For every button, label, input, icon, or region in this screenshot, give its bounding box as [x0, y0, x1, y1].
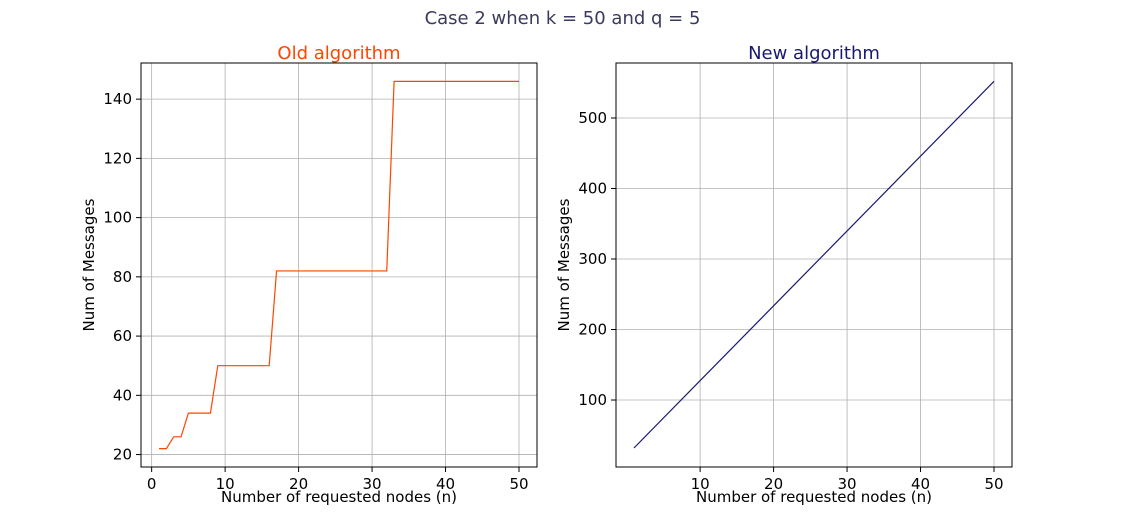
chart-2-y-tick-label: 300: [578, 250, 607, 268]
chart-1-data-point: [466, 80, 469, 83]
chart-1-data-point: [253, 364, 256, 367]
chart-1-data-point: [290, 269, 293, 272]
chart-1-data-point: [275, 269, 278, 272]
chart-1-data-point: [341, 269, 344, 272]
chart-1-data-point: [216, 364, 219, 367]
chart-1-data-point: [429, 80, 432, 83]
chart-1-y-tick-label: 80: [113, 268, 132, 286]
chart-1-data-point: [422, 80, 425, 83]
chart-2-y-tick-label: 400: [578, 180, 607, 198]
chart-1-series-line: [159, 80, 519, 450]
chart-1-title: Old algorithm: [277, 43, 400, 64]
chart-2-y-tick-label: 500: [578, 109, 607, 127]
chart-1-data-point: [268, 364, 271, 367]
chart-1-x-tick-label: 10: [216, 475, 235, 493]
chart-1-data-point: [393, 80, 396, 83]
chart-1-data-point: [231, 364, 234, 367]
chart-1-data-point: [363, 269, 366, 272]
chart-2-y-tick-label: 100: [578, 391, 607, 409]
chart-1-x-tick-label: 0: [147, 475, 157, 493]
chart-1-y-tick-label: 120: [103, 149, 132, 167]
chart-1-data-point: [503, 80, 506, 83]
chart-1-x-tick-label: 30: [363, 475, 382, 493]
chart-1-data-point: [334, 269, 337, 272]
chart-2-y-tick-label: 200: [578, 321, 607, 339]
chart-2-x-tick-label: 30: [838, 475, 857, 493]
chart-1-data-point: [481, 80, 484, 83]
chart-1-data-point: [238, 364, 241, 367]
chart-1-data-point: [246, 364, 249, 367]
chart-1-x-tick-label: 50: [509, 475, 528, 493]
chart-1-data-point: [488, 80, 491, 83]
chart-1-data-point: [165, 447, 168, 450]
chart-1-data-point: [356, 269, 359, 272]
chart-1-y-tick-label: 60: [113, 327, 132, 345]
chart-2-x-tick-label: 40: [911, 475, 930, 493]
chart-2-plot-frame: [615, 62, 1013, 468]
chart-1-data-point: [304, 269, 307, 272]
chart-1-data-point: [180, 435, 183, 438]
chart-1-data-point: [459, 80, 462, 83]
chart-1-plot-frame: [140, 62, 538, 468]
chart-1-data-point: [326, 269, 329, 272]
chart-2-y-axis-label: Num of Messages: [555, 198, 573, 331]
chart-2-x-axis-label: Number of requested nodes (n): [696, 488, 932, 506]
chart-1-data-point: [400, 80, 403, 83]
chart-2-x-tick-label: 50: [984, 475, 1003, 493]
chart-1-data-point: [385, 269, 388, 272]
chart-2-data-point: [993, 80, 996, 83]
chart-1-data-point: [473, 80, 476, 83]
chart-1-data-point: [209, 412, 212, 415]
chart-1-x-tick-label: 20: [289, 475, 308, 493]
chart-1-data-point: [378, 269, 381, 272]
chart-2-series-line: [633, 80, 995, 449]
chart-1-x-tick-label: 40: [436, 475, 455, 493]
chart-1-data-point: [495, 80, 498, 83]
chart-1-y-tick-label: 140: [103, 90, 132, 108]
chart-1-data-point: [187, 412, 190, 415]
chart-1-data-point: [282, 269, 285, 272]
chart-1-data-point: [297, 269, 300, 272]
chart-2-data-point: [633, 446, 636, 449]
chart-1-data-point: [444, 80, 447, 83]
chart-1-data-point: [371, 269, 374, 272]
chart-1-data-point: [437, 80, 440, 83]
chart-1-y-tick-label: 40: [113, 386, 132, 404]
chart-1-data-point: [202, 412, 205, 415]
chart-1-y-axis-label: Num of Messages: [80, 198, 98, 331]
chart-1-data-point: [451, 80, 454, 83]
chart-1-data-point: [510, 80, 513, 83]
chart-1-data-point: [260, 364, 263, 367]
chart-2-x-tick-label: 10: [691, 475, 710, 493]
chart-1-data-point: [194, 412, 197, 415]
chart-1-x-axis-label: Number of requested nodes (n): [221, 488, 457, 506]
figure-suptitle: Case 2 when k = 50 and q = 5: [424, 8, 701, 29]
chart-1-data-point: [319, 269, 322, 272]
chart-2-title: New algorithm: [748, 43, 880, 64]
chart-1-data-point: [349, 269, 352, 272]
chart-1-data-point: [172, 435, 175, 438]
chart-1-data-point: [224, 364, 227, 367]
chart-1-data-point: [415, 80, 418, 83]
chart-1-data-point: [407, 80, 410, 83]
chart-1-data-point: [312, 269, 315, 272]
chart-1-data-point: [518, 80, 521, 83]
chart-1-y-tick-label: 20: [113, 446, 132, 464]
chart-1-data-point: [158, 447, 161, 450]
chart-1-y-tick-label: 100: [103, 209, 132, 227]
chart-2-x-tick-label: 20: [764, 475, 783, 493]
